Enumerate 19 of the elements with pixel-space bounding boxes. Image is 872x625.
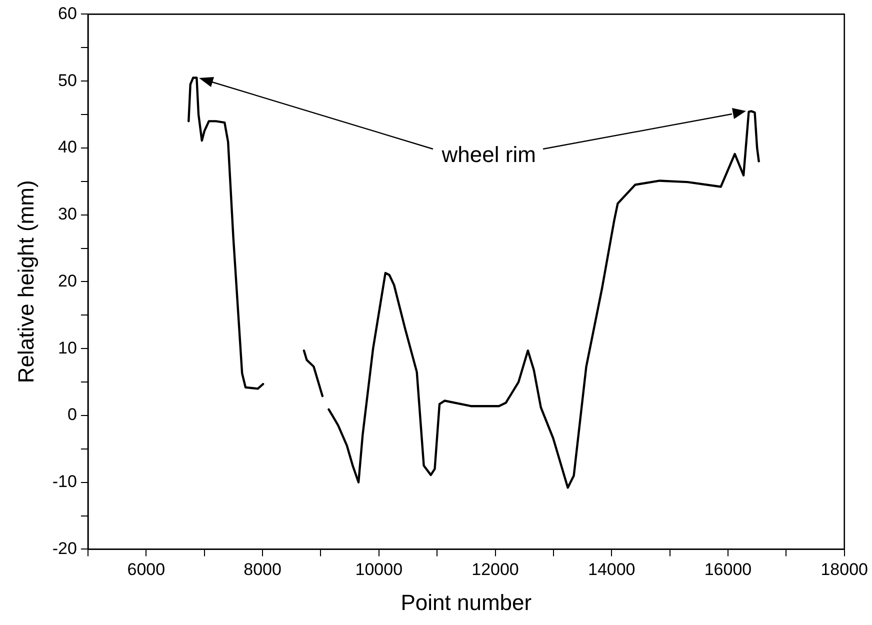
- annotation: wheel rim: [440, 142, 536, 168]
- x-tick-label: 6000: [127, 560, 166, 580]
- y-tick-label: -20: [52, 538, 77, 558]
- y-axis-title: Relative height (mm): [13, 180, 38, 384]
- x-tick-label: 12000: [472, 560, 519, 580]
- x-tick-label: 10000: [355, 560, 403, 580]
- x-tick-label: 8000: [244, 560, 282, 580]
- y-tick-label: 30: [58, 204, 77, 224]
- x-tick-label: 16000: [704, 560, 752, 580]
- x-tick-label: 18000: [820, 560, 868, 580]
- y-tick-label: -10: [52, 472, 77, 492]
- y-tick-label: 20: [58, 271, 77, 290]
- x-axis-title: Point number: [400, 590, 532, 615]
- y-tick-label: 60: [58, 4, 77, 23]
- y-tick-label: 40: [58, 138, 77, 157]
- y-tick-label: 10: [58, 338, 77, 358]
- y-tick-label: 0: [68, 405, 77, 424]
- x-tick-label: 14000: [588, 560, 636, 580]
- y-tick-label: 50: [58, 70, 77, 90]
